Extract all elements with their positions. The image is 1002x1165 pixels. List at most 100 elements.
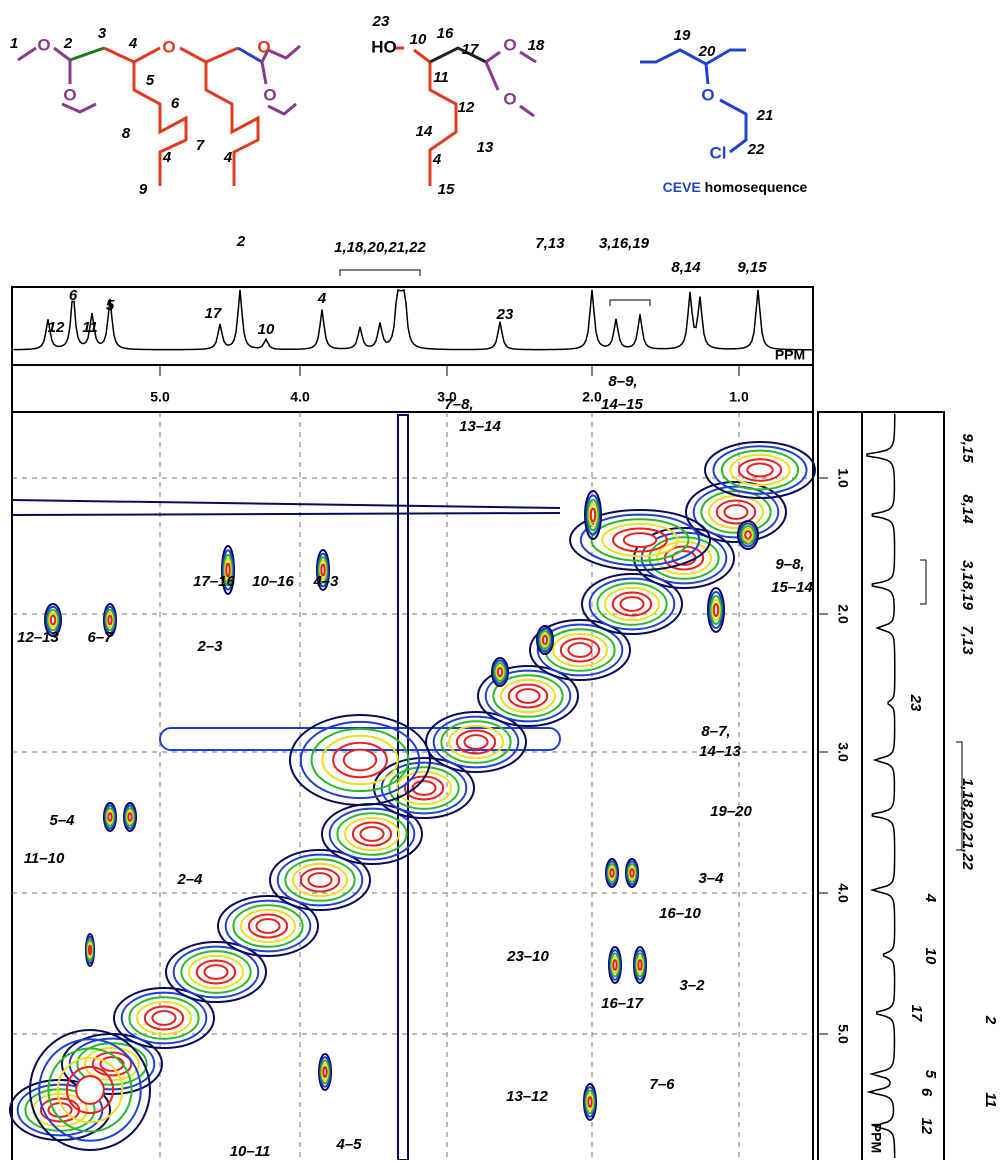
right-axis-frame [818,412,862,1160]
contour [108,813,111,821]
atom-label: O [503,89,516,108]
peak-label: 7,13 [959,625,976,655]
tick-label: 2.0 [835,604,851,624]
contour [610,869,613,877]
peak-label: 6 [918,1088,935,1097]
locant-label: 10 [410,31,427,48]
contour [256,919,279,933]
contour [360,827,383,841]
cross-peak-label: 12–13 [17,629,59,646]
locant-label: 13 [477,139,494,156]
peak-label: 8,14 [671,259,701,276]
cross-peak-label: 6–7 [87,629,113,646]
peak-label: 5 [922,1070,939,1079]
atom-label: O [701,85,714,104]
locant-label: 20 [698,43,716,60]
tick-label: 1.0 [835,468,851,488]
contours [10,415,815,1160]
locant-label: 4 [432,151,442,168]
contour [204,965,227,979]
peak-label: 23 [907,694,924,712]
peak-label: 7,13 [535,235,565,252]
right-spectrum [867,414,895,1158]
cross-peak-label: 14–13 [699,743,741,760]
contour [498,668,502,676]
locant-label: 2 [63,35,73,52]
locant-label: 6 [171,95,180,112]
contour [714,604,718,616]
locant-label: 21 [756,107,774,124]
structures [18,46,746,186]
contour [724,505,747,519]
peak-label: 12 [918,1118,935,1135]
contour [308,873,331,887]
contour [591,508,595,521]
locant-label: 23 [372,13,390,30]
contour [108,616,111,625]
tick-label: 1.0 [729,389,749,405]
contour [323,1067,326,1077]
peak-label: 1,18,20,21,22 [334,239,426,256]
locant-label: 15 [438,181,455,198]
caption-text: homosequence [705,179,808,195]
peak-label: 10 [258,321,275,338]
locant-label: 12 [458,99,475,116]
atom-label: O [503,35,516,54]
locant-label: 5 [146,72,155,89]
cross-peak-label: 23–10 [506,948,549,965]
atom-label: O [37,35,50,54]
contour [630,869,633,877]
contour [76,1076,104,1104]
peak-label: 4 [317,290,327,307]
peak-label: 17 [908,1005,925,1022]
streak [160,728,560,750]
atom-label: Cl [710,143,727,162]
locant-label: 16 [437,25,454,42]
locant-label: 8 [122,125,131,142]
contour [747,464,772,477]
peak-label: 8,14 [959,494,976,524]
peak-label: 5 [106,297,115,314]
cross-peak-label: 3–4 [698,870,724,887]
peak-label: 9,15 [959,433,976,463]
peak-label: 17 [205,305,222,322]
locant-label: 3 [98,25,107,42]
contour [588,1097,591,1107]
locant-label: 22 [747,141,765,158]
cross-peak-label: 15–14 [771,579,813,596]
contour [543,636,547,644]
locant-label: 9 [139,181,148,198]
cross-peak-label: 19–20 [710,803,752,820]
top-spectrum [14,290,812,350]
locant-label: 4 [162,149,172,166]
top-axis-frame [12,365,813,412]
contour [613,960,616,970]
cross-peak-label: 4–5 [335,1136,362,1153]
contour [128,813,131,821]
atom-label: O [257,37,270,56]
atom-label: O [63,85,76,104]
cross-peak-label: 2–3 [196,638,223,655]
contour [638,960,641,970]
cross-peak-label: 13–12 [506,1088,548,1105]
cross-peak-label: 10–11 [230,1143,271,1160]
contour [516,689,539,703]
contour [464,735,487,749]
locant-label: 4 [128,35,138,52]
axis-unit: PPM [775,347,805,363]
tick-label: 4.0 [290,389,310,405]
figure: 1O234OOOO567894423HO101617O18O1112131441… [0,0,1002,1160]
cross-peak-label: 5–4 [49,812,75,829]
cross-peak-label: 2–4 [176,871,203,888]
contour [745,531,750,539]
cross-peak-label: 4–3 [312,573,339,590]
locant-label: 4 [223,149,233,166]
cross-peak-label: 14–15 [601,396,643,413]
streak [12,500,560,508]
right-spectrum-frame [862,412,944,1160]
cross-peak-label: 16–10 [659,905,701,922]
cross-peak-label: 13–14 [459,418,501,435]
peak-label: 6 [69,287,78,304]
cross-peak-label: 7–8, [444,396,473,413]
cross-peak-label: 16–17 [601,995,643,1012]
